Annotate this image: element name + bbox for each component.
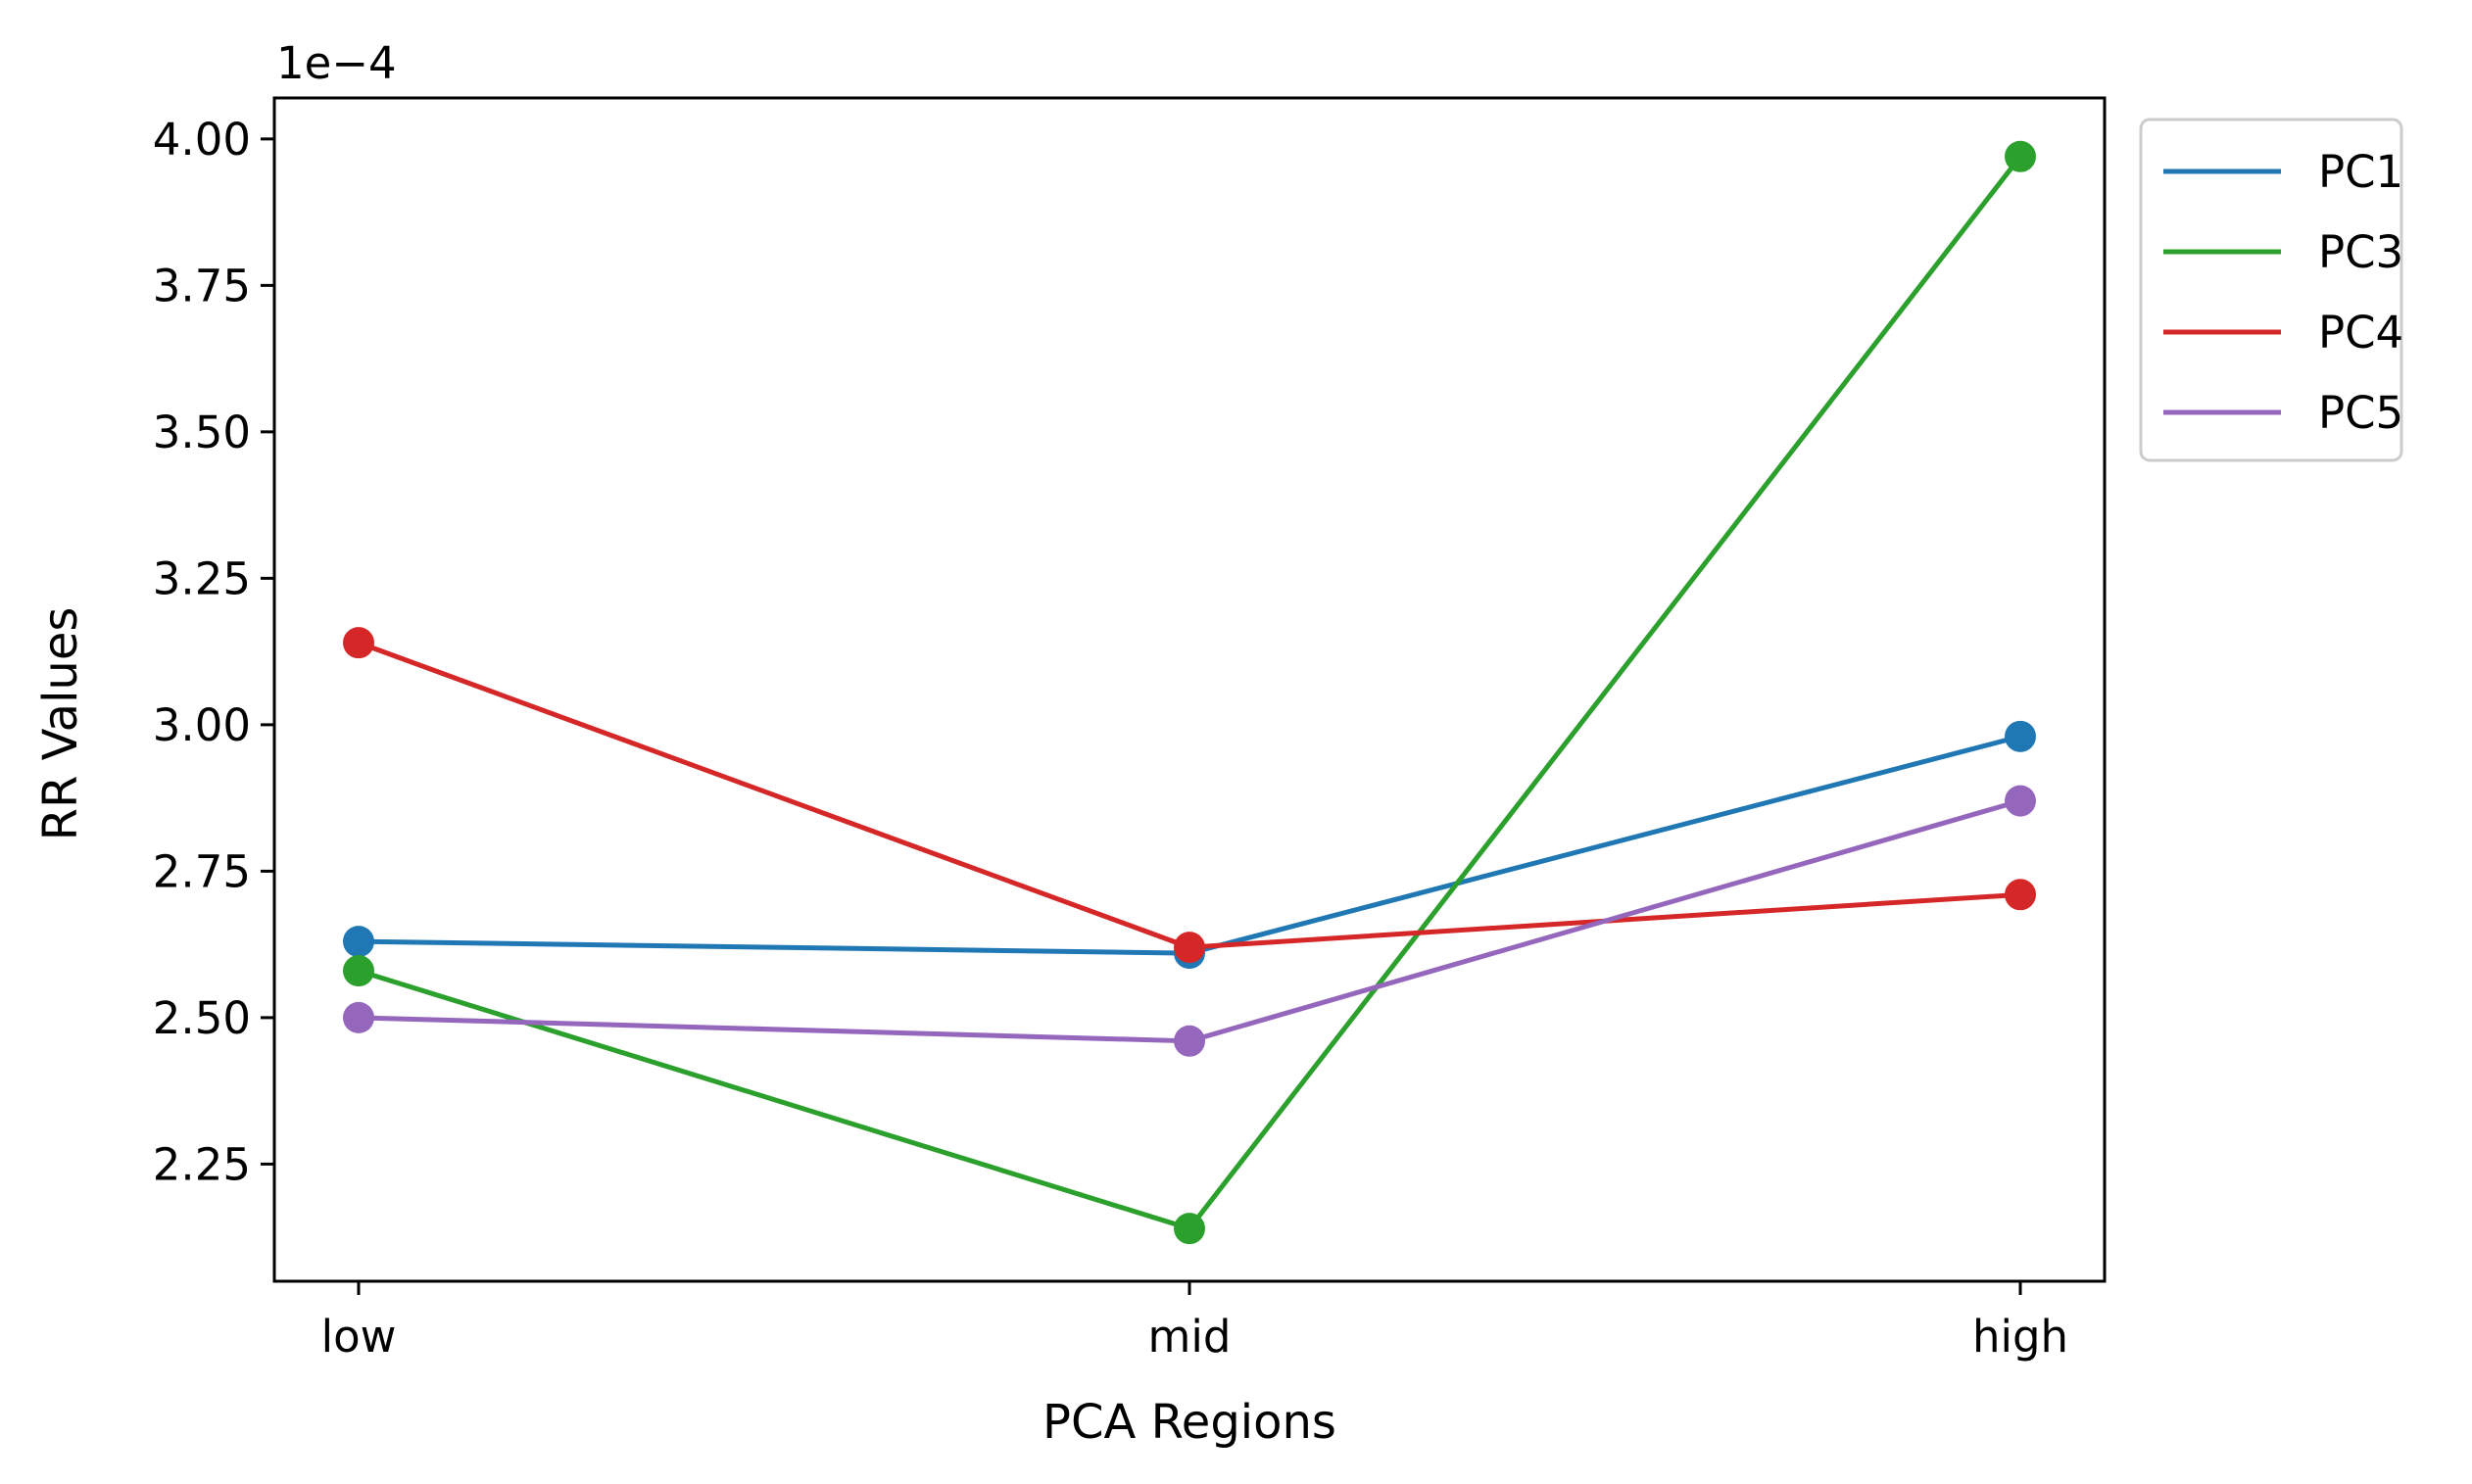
y-tick-label: 3.50: [153, 407, 251, 458]
y-tick-label: 2.50: [153, 992, 251, 1044]
series-pc3: [343, 140, 2036, 1245]
y-axis-label: RR Values: [33, 607, 88, 841]
y-tick-label: 3.75: [153, 260, 251, 311]
data-point: [343, 926, 374, 958]
series-pc5: [343, 785, 2036, 1057]
data-point: [2005, 140, 2036, 172]
x-tick-label: mid: [1148, 1311, 1232, 1363]
series-line: [355, 639, 2023, 950]
data-point: [1174, 932, 1205, 964]
series-pc1: [343, 720, 2036, 970]
data-point: [2005, 785, 2036, 817]
y-tick-label: 2.75: [153, 845, 251, 897]
axes-frame: [272, 96, 2107, 1283]
legend-label: PC1: [2318, 146, 2403, 198]
x-tick-label: high: [1972, 1311, 2068, 1363]
x-axis-label: PCA Regions: [1042, 1395, 1336, 1450]
series-line: [356, 733, 2024, 956]
y-axis-offset-label: 1e−4: [276, 37, 397, 89]
data-point: [2005, 879, 2036, 911]
data-point: [343, 955, 374, 987]
data-point: [2005, 720, 2036, 752]
x-tick-label: low: [321, 1311, 397, 1363]
series-line: [355, 153, 2024, 1231]
series-layer: [343, 140, 2036, 1245]
series-line: [356, 797, 2024, 1044]
y-tick-label: 3.00: [153, 699, 251, 751]
data-point: [1174, 1213, 1205, 1245]
legend-frame: [2139, 118, 2403, 462]
legend-label: PC5: [2318, 387, 2403, 439]
series-pc4: [343, 627, 2036, 964]
legend-label: PC3: [2318, 226, 2403, 278]
y-axis: 2.25 2.50 2.75 3.00 3.25 3.50 3.75 4.00: [153, 114, 274, 1190]
data-point: [343, 627, 374, 659]
x-axis: low mid high: [321, 1281, 2068, 1363]
y-tick-label: 2.25: [153, 1138, 251, 1190]
legend: PC1 PC3 PC4 PC5: [2139, 118, 2403, 462]
data-point: [1174, 1025, 1205, 1057]
legend-label: PC4: [2318, 307, 2403, 359]
y-tick-label: 4.00: [153, 114, 251, 166]
data-point: [343, 1001, 374, 1033]
y-tick-label: 3.25: [153, 552, 251, 604]
